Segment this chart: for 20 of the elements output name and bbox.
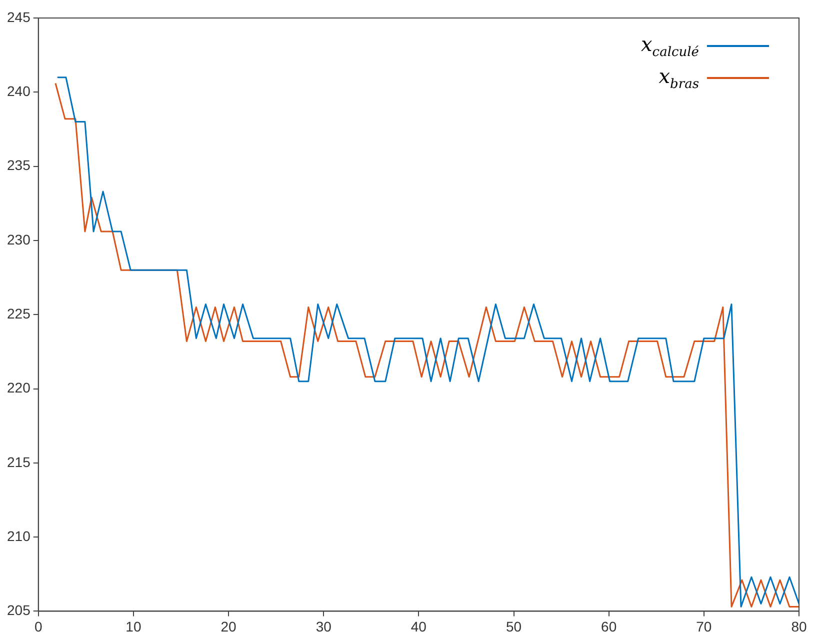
x-tick-label: 0 [34,618,42,634]
y-tick-label: 230 [7,231,31,248]
y-tick-label: 205 [7,602,31,618]
x-tick-label: 80 [791,618,807,634]
legend-label: x$_{calculé}$ [641,32,699,60]
x-tick-label: 40 [410,618,427,634]
y-tick-label: 215 [7,454,31,470]
x-tick-label: 10 [126,618,142,634]
x-tick-label: 30 [316,618,332,634]
y-tick-label: 245 [7,8,31,25]
y-tick-label: 240 [7,83,31,100]
y-tick-label: 210 [7,528,31,544]
legend-label: x$_{bras}$ [658,64,699,92]
x-tick-label: 50 [506,618,522,634]
y-tick-label: 220 [7,380,31,396]
y-tick-label: 225 [7,305,31,322]
x-tick-label: 20 [220,618,237,634]
y-tick-label: 235 [7,157,31,174]
x-tick-label: 70 [696,618,712,634]
x-tick-label: 60 [601,618,617,634]
